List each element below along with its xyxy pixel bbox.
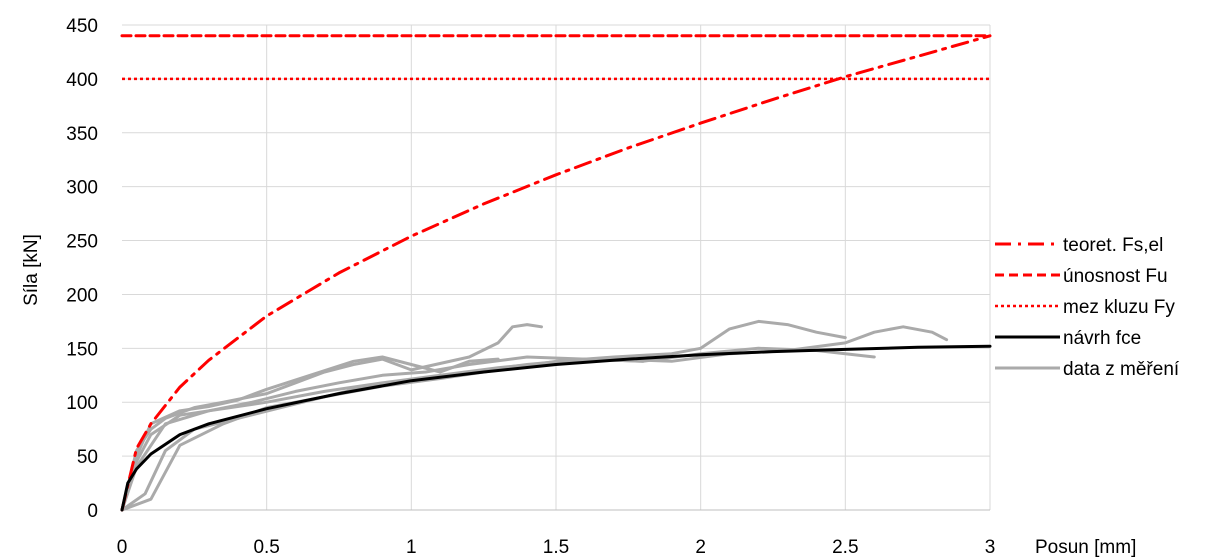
legend-label: mez kluzu Fy [1063,297,1175,318]
gridlines [122,24,991,510]
legend-label: data z měření [1063,359,1180,380]
y-axis-title: Síla [kN] [21,234,42,306]
y-tick-label: 250 [66,232,98,253]
series-line-data-z-m-en- [120,325,949,512]
y-tick-label: 100 [66,393,98,414]
y-tick-label: 400 [66,70,98,91]
x-tick-label: 1.5 [543,537,569,558]
x-tick-label: 2.5 [832,537,858,558]
plot-area [120,34,992,512]
series-line-teoret-fs-el [120,34,992,512]
legend-label: únosnost Fu [1063,266,1168,287]
x-tick-label: 2 [695,537,706,558]
y-tick-labels: 0 50 100 150 200 250 300 350 400 450 [66,16,98,522]
x-tick-label: 0 [117,537,128,558]
x-tick-label: 1 [406,537,417,558]
y-tick-label: 0 [87,501,98,522]
y-tick-label: 450 [66,16,98,37]
x-axis-title: Posun [mm] [1035,537,1136,558]
y-tick-label: 200 [66,285,98,306]
legend-label: teoret. Fs,el [1063,235,1163,256]
x-tick-label: 3 [985,537,996,558]
x-tick-labels: 0 0.5 1 1.5 2 2.5 3 [117,537,996,558]
y-tick-label: 300 [66,178,98,199]
y-tick-label: 150 [66,339,98,360]
y-tick-label: 50 [77,447,98,468]
y-tick-label: 350 [66,124,98,145]
series-line-n-vrh-fce [120,344,992,512]
series-line-data-z-m-en- [120,355,500,512]
legend-label: návrh fce [1063,328,1141,349]
legend: teoret. Fs,el únosnost Fu mez kluzu Fy návr… [995,235,1180,380]
series-line-data-z-m-en- [120,346,876,512]
series-line-data-z-m-en- [120,355,645,512]
x-tick-label: 0.5 [253,537,279,558]
